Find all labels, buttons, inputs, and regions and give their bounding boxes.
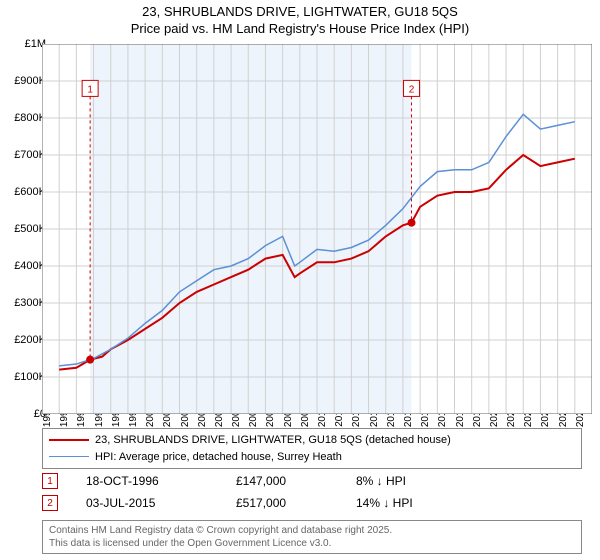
footer-line-1: Contains HM Land Registry data © Crown c… — [49, 524, 575, 537]
legend-item: 23, SHRUBLANDS DRIVE, LIGHTWATER, GU18 5… — [49, 432, 575, 449]
y-tick-label: £400K — [4, 260, 46, 272]
footer-line-2: This data is licensed under the Open Gov… — [49, 537, 575, 550]
legend: 23, SHRUBLANDS DRIVE, LIGHTWATER, GU18 5… — [42, 428, 582, 469]
y-tick-label: £300K — [4, 297, 46, 309]
y-tick-label: £500K — [4, 223, 46, 235]
marker-date: 18-OCT-1996 — [86, 474, 236, 488]
marker-badge: 1 — [42, 473, 58, 489]
marker-delta: 8% ↓ HPI — [356, 474, 476, 488]
y-tick-label: £600K — [4, 186, 46, 198]
legend-label: 23, SHRUBLANDS DRIVE, LIGHTWATER, GU18 5… — [95, 432, 451, 449]
legend-item: HPI: Average price, detached house, Surr… — [49, 449, 575, 466]
legend-swatch-1 — [49, 439, 89, 441]
y-tick-label: £0 — [4, 408, 46, 420]
marker-badge: 2 — [42, 495, 58, 511]
y-tick-label: £1M — [4, 38, 46, 50]
marker-delta: 14% ↓ HPI — [356, 496, 476, 510]
marker-row: 1 18-OCT-1996 £147,000 8% ↓ HPI — [42, 470, 476, 492]
y-tick-label: £700K — [4, 149, 46, 161]
title-line-1: 23, SHRUBLANDS DRIVE, LIGHTWATER, GU18 5… — [0, 4, 600, 21]
legend-swatch-2 — [49, 456, 89, 457]
y-tick-label: £900K — [4, 75, 46, 87]
marker-date: 03-JUL-2015 — [86, 496, 236, 510]
title-line-2: Price paid vs. HM Land Registry's House … — [0, 21, 600, 38]
y-tick-label: £800K — [4, 112, 46, 124]
marker-price: £147,000 — [236, 474, 356, 488]
attribution-footer: Contains HM Land Registry data © Crown c… — [42, 520, 582, 554]
y-tick-label: £100K — [4, 371, 46, 383]
sale-markers-table: 1 18-OCT-1996 £147,000 8% ↓ HPI 2 03-JUL… — [42, 470, 476, 514]
marker-row: 2 03-JUL-2015 £517,000 14% ↓ HPI — [42, 492, 476, 514]
svg-text:2: 2 — [409, 84, 415, 95]
chart-title: 23, SHRUBLANDS DRIVE, LIGHTWATER, GU18 5… — [0, 0, 600, 38]
legend-label: HPI: Average price, detached house, Surr… — [95, 449, 342, 466]
marker-price: £517,000 — [236, 496, 356, 510]
svg-text:1: 1 — [87, 84, 93, 95]
price-chart: 12 — [42, 44, 592, 414]
y-tick-label: £200K — [4, 334, 46, 346]
